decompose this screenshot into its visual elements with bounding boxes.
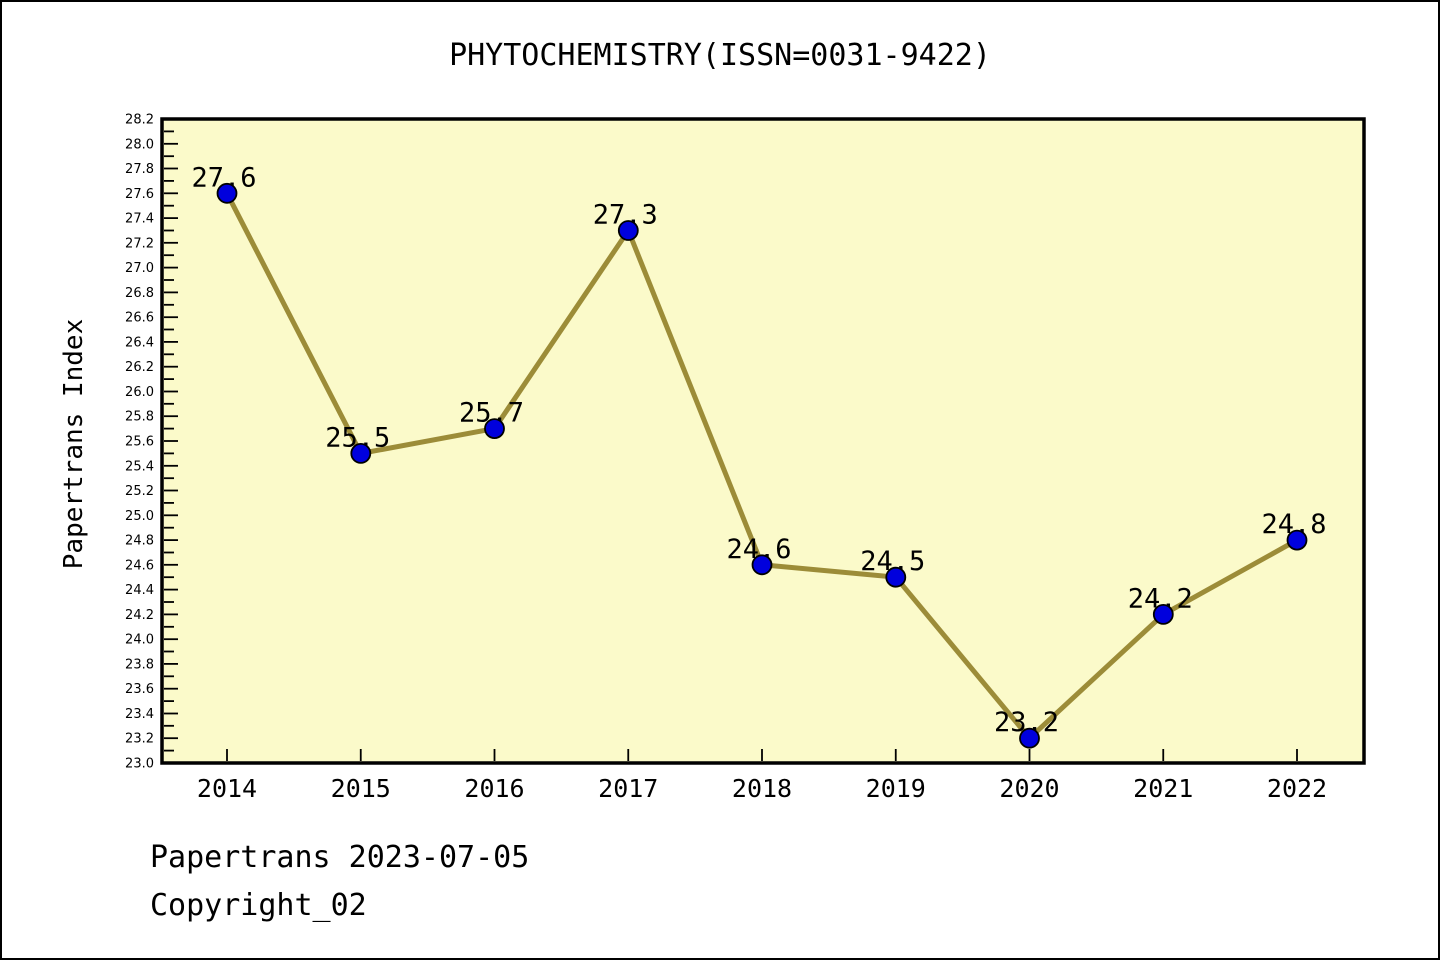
svg-text:25.8: 25.8 xyxy=(125,410,154,425)
svg-text:25.6: 25.6 xyxy=(125,435,154,450)
svg-text:27.6: 27.6 xyxy=(125,187,154,202)
svg-text:27.8: 27.8 xyxy=(125,162,154,177)
svg-text:23.8: 23.8 xyxy=(125,657,154,672)
svg-text:2018: 2018 xyxy=(732,774,792,803)
svg-text:28.2: 28.2 xyxy=(125,113,154,128)
svg-text:27.0: 27.0 xyxy=(125,261,154,276)
svg-text:24.8: 24.8 xyxy=(125,534,154,549)
data-point xyxy=(1019,727,1040,749)
svg-text:2020: 2020 xyxy=(999,774,1059,803)
footer-date: Papertrans 2023-07-05 xyxy=(150,840,530,875)
plot-area xyxy=(160,117,1366,765)
svg-text:24.2: 24.2 xyxy=(125,608,154,623)
svg-text:2019: 2019 xyxy=(866,774,926,803)
svg-text:26.6: 26.6 xyxy=(125,311,154,326)
data-point xyxy=(216,182,238,204)
svg-text:24.4: 24.4 xyxy=(125,583,154,598)
svg-text:2021: 2021 xyxy=(1133,774,1193,803)
y-axis-ticks xyxy=(164,118,178,764)
svg-text:25.2: 25.2 xyxy=(125,484,154,499)
svg-text:26.8: 26.8 xyxy=(125,286,154,301)
data-point xyxy=(1286,529,1308,551)
svg-text:24.6: 24.6 xyxy=(125,558,154,573)
chart-title: PHYTOCHEMISTRY(ISSN=0031-9422) xyxy=(449,38,991,73)
svg-text:24.0: 24.0 xyxy=(125,633,154,648)
svg-text:23.2: 23.2 xyxy=(125,732,154,747)
svg-text:25.4: 25.4 xyxy=(125,459,154,474)
svg-text:23.6: 23.6 xyxy=(125,682,154,697)
svg-text:28.0: 28.0 xyxy=(125,137,154,152)
svg-text:2017: 2017 xyxy=(598,774,658,803)
svg-text:23.4: 23.4 xyxy=(125,707,154,722)
svg-text:26.0: 26.0 xyxy=(125,385,154,400)
svg-text:26.4: 26.4 xyxy=(125,335,154,350)
data-point xyxy=(617,220,639,241)
svg-text:2016: 2016 xyxy=(464,774,524,803)
data-point xyxy=(484,418,505,440)
data-points xyxy=(216,182,1308,749)
svg-text:2022: 2022 xyxy=(1267,774,1327,803)
svg-text:27.2: 27.2 xyxy=(125,236,154,251)
svg-text:25.0: 25.0 xyxy=(125,509,154,524)
footer-copyright: Copyright_02 xyxy=(150,888,367,923)
data-point xyxy=(885,566,907,588)
svg-text:26.2: 26.2 xyxy=(125,360,154,375)
x-axis-ticks xyxy=(226,749,1298,761)
svg-text:2015: 2015 xyxy=(331,774,391,803)
svg-text:2014: 2014 xyxy=(197,774,257,803)
svg-text:27.4: 27.4 xyxy=(125,212,154,227)
data-point xyxy=(751,554,773,576)
y-axis-labels: 23.0 23.2 23.4 23.6 23.8 24.0 24.2 24.4 24.6 24.8… xyxy=(125,113,154,772)
x-axis-labels: 2014 2015 2016 2017 2018 2019 2020 2021 2022 xyxy=(197,774,1327,803)
svg-text:23.0: 23.0 xyxy=(125,757,154,772)
data-point xyxy=(350,442,372,464)
data-point xyxy=(1152,604,1174,625)
